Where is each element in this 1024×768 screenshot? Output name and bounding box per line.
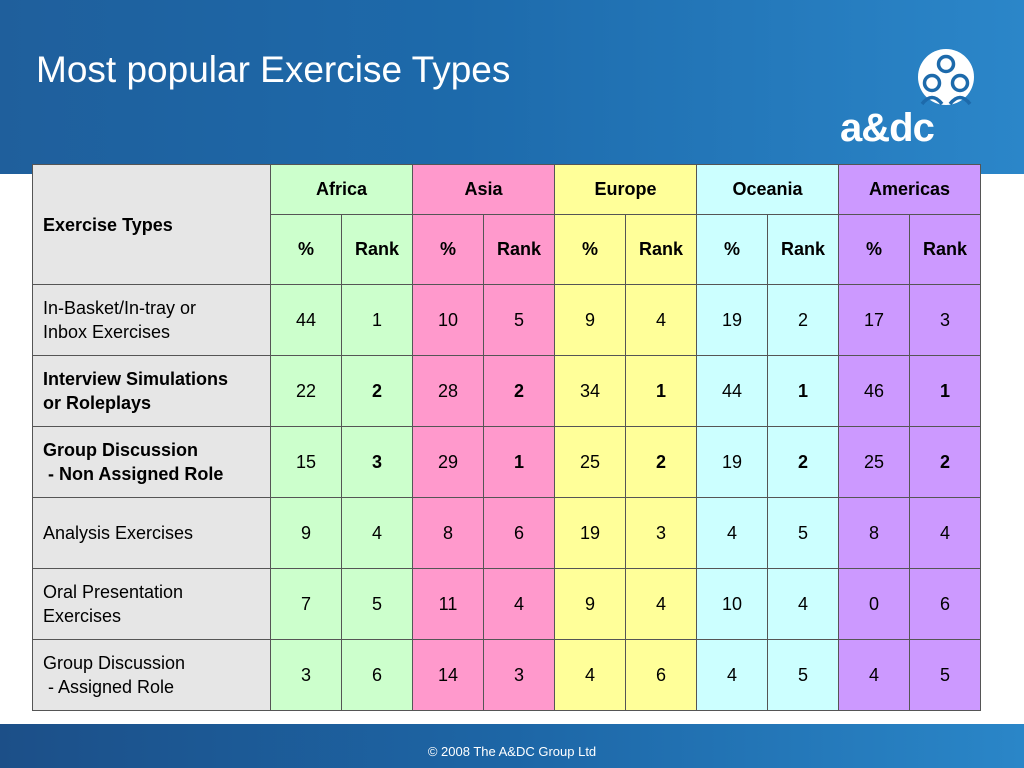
table-row: Interview Simulations or Roleplays 22 2 28 2… bbox=[32, 355, 981, 427]
asia-rank-cell: 1 bbox=[483, 426, 555, 498]
africa-rank-header: Rank bbox=[341, 214, 413, 285]
asia-percent-cell: 28 bbox=[412, 355, 484, 427]
oceania-percent-cell: 19 bbox=[696, 426, 768, 498]
europe-percent-cell: 19 bbox=[554, 497, 626, 569]
asia-rank-cell: 6 bbox=[483, 497, 555, 569]
africa-percent-cell: 7 bbox=[270, 568, 342, 640]
table-row: Group Discussion - Assigned Role 3 6 14 3 4 6 4… bbox=[32, 639, 981, 711]
exercise-type-label: Interview Simulations or Roleplays bbox=[32, 355, 271, 427]
europe-rank-cell: 6 bbox=[625, 639, 697, 711]
logo-wordmark: a&dc bbox=[840, 106, 935, 150]
region-header-europe: Europe bbox=[554, 164, 697, 215]
africa-percent-cell: 3 bbox=[270, 639, 342, 711]
europe-rank-cell: 4 bbox=[625, 568, 697, 640]
europe-rank-cell: 1 bbox=[625, 355, 697, 427]
europe-rank-cell: 3 bbox=[625, 497, 697, 569]
africa-rank-cell: 1 bbox=[341, 284, 413, 356]
europe-percent-cell: 25 bbox=[554, 426, 626, 498]
asia-rank-cell: 5 bbox=[483, 284, 555, 356]
table-row: Group Discussion - Non Assigned Role 15 3 2… bbox=[32, 426, 981, 498]
europe-percent-cell: 9 bbox=[554, 568, 626, 640]
africa-percent-cell: 44 bbox=[270, 284, 342, 356]
americas-rank-cell: 3 bbox=[909, 284, 981, 356]
oceania-rank-header: Rank bbox=[767, 214, 839, 285]
americas-rank-cell: 2 bbox=[909, 426, 981, 498]
oceania-percent-cell: 44 bbox=[696, 355, 768, 427]
europe-percent-cell: 34 bbox=[554, 355, 626, 427]
oceania-rank-cell: 2 bbox=[767, 284, 839, 356]
africa-percent-cell: 15 bbox=[270, 426, 342, 498]
asia-rank-cell: 2 bbox=[483, 355, 555, 427]
adc-logo: a&dc bbox=[840, 46, 980, 156]
oceania-rank-cell: 4 bbox=[767, 568, 839, 640]
oceania-percent-cell: 19 bbox=[696, 284, 768, 356]
header-banner bbox=[0, 0, 1024, 174]
africa-rank-cell: 4 bbox=[341, 497, 413, 569]
africa-rank-cell: 3 bbox=[341, 426, 413, 498]
exercise-type-label: Analysis Exercises bbox=[32, 497, 271, 569]
americas-percent-cell: 4 bbox=[838, 639, 910, 711]
africa-percent-cell: 9 bbox=[270, 497, 342, 569]
oceania-pct-header: % bbox=[696, 214, 768, 285]
asia-percent-cell: 11 bbox=[412, 568, 484, 640]
oceania-rank-cell: 2 bbox=[767, 426, 839, 498]
asia-percent-cell: 10 bbox=[412, 284, 484, 356]
americas-pct-header: % bbox=[838, 214, 910, 285]
oceania-rank-cell: 5 bbox=[767, 497, 839, 569]
region-header-asia: Asia bbox=[412, 164, 555, 215]
americas-percent-cell: 8 bbox=[838, 497, 910, 569]
americas-rank-cell: 6 bbox=[909, 568, 981, 640]
oceania-percent-cell: 10 bbox=[696, 568, 768, 640]
asia-rank-header: Rank bbox=[483, 214, 555, 285]
region-header-oceania: Oceania bbox=[696, 164, 839, 215]
oceania-rank-cell: 5 bbox=[767, 639, 839, 711]
africa-rank-cell: 5 bbox=[341, 568, 413, 640]
americas-rank-header: Rank bbox=[909, 214, 981, 285]
table-row: In-Basket/In-tray or Inbox Exercises 44 1 1… bbox=[32, 284, 981, 356]
people-logo-icon bbox=[918, 49, 974, 106]
oceania-percent-cell: 4 bbox=[696, 497, 768, 569]
europe-rank-cell: 2 bbox=[625, 426, 697, 498]
exercise-type-label: Group Discussion - Non Assigned Role bbox=[32, 426, 271, 498]
exercise-type-label: Oral Presentation Exercises bbox=[32, 568, 271, 640]
americas-percent-cell: 17 bbox=[838, 284, 910, 356]
africa-pct-header: % bbox=[270, 214, 342, 285]
americas-percent-cell: 0 bbox=[838, 568, 910, 640]
asia-rank-cell: 3 bbox=[483, 639, 555, 711]
africa-rank-cell: 6 bbox=[341, 639, 413, 711]
europe-pct-header: % bbox=[554, 214, 626, 285]
americas-rank-cell: 4 bbox=[909, 497, 981, 569]
americas-percent-cell: 25 bbox=[838, 426, 910, 498]
region-header-americas: Americas bbox=[838, 164, 981, 215]
slide-title: Most popular Exercise Types bbox=[36, 49, 511, 90]
asia-percent-cell: 29 bbox=[412, 426, 484, 498]
asia-pct-header: % bbox=[412, 214, 484, 285]
oceania-percent-cell: 4 bbox=[696, 639, 768, 711]
footer-bar bbox=[0, 724, 1024, 768]
asia-rank-cell: 4 bbox=[483, 568, 555, 640]
table-row: Analysis Exercises 9 4 8 6 19 3 4 5 8 4 bbox=[32, 497, 981, 569]
europe-rank-header: Rank bbox=[625, 214, 697, 285]
exercise-types-table: Exercise Types Africa Asia Europe Oceania Am… bbox=[32, 164, 981, 711]
exercise-type-label: In-Basket/In-tray or Inbox Exercises bbox=[32, 284, 271, 356]
americas-percent-cell: 46 bbox=[838, 355, 910, 427]
americas-rank-cell: 5 bbox=[909, 639, 981, 711]
europe-percent-cell: 4 bbox=[554, 639, 626, 711]
europe-percent-cell: 9 bbox=[554, 284, 626, 356]
table-row: Oral Presentation Exercises 7 5 11 4 9 4 10 4 0 6 bbox=[32, 568, 981, 640]
asia-percent-cell: 8 bbox=[412, 497, 484, 569]
region-header-africa: Africa bbox=[270, 164, 413, 215]
africa-percent-cell: 22 bbox=[270, 355, 342, 427]
corner-header: Exercise Types bbox=[32, 164, 271, 285]
americas-rank-cell: 1 bbox=[909, 355, 981, 427]
oceania-rank-cell: 1 bbox=[767, 355, 839, 427]
asia-percent-cell: 14 bbox=[412, 639, 484, 711]
exercise-type-label: Group Discussion - Assigned Role bbox=[32, 639, 271, 711]
copyright-text: © 2008 The A&DC Group Ltd bbox=[427, 744, 597, 759]
africa-rank-cell: 2 bbox=[341, 355, 413, 427]
europe-rank-cell: 4 bbox=[625, 284, 697, 356]
